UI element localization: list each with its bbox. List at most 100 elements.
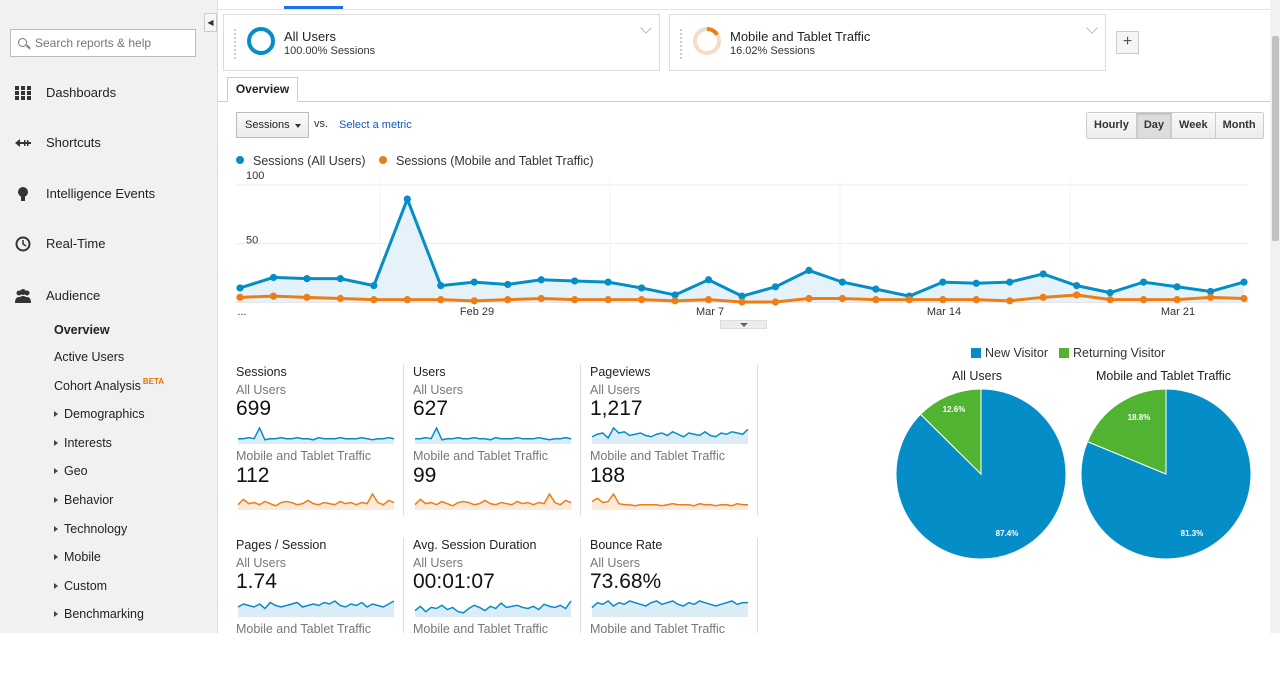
data-point[interactable]: [1140, 278, 1148, 286]
data-point[interactable]: [437, 282, 445, 290]
data-point[interactable]: [671, 291, 679, 299]
sidebar-item-real-time[interactable]: Real-Time: [0, 229, 218, 259]
data-point[interactable]: [303, 275, 311, 283]
chevron-down-icon[interactable]: [640, 22, 652, 34]
data-point[interactable]: [1240, 294, 1248, 303]
data-point[interactable]: [1173, 296, 1181, 304]
segment-card-all-users[interactable]: All Users 100.00% Sessions: [223, 14, 660, 71]
data-point[interactable]: [671, 297, 679, 305]
sidebar-item-audience[interactable]: Audience: [0, 281, 218, 311]
scrollbar[interactable]: [1270, 0, 1280, 633]
data-point[interactable]: [704, 296, 713, 304]
data-point[interactable]: [537, 276, 545, 284]
data-point[interactable]: [604, 278, 612, 286]
sidebar-subitem-custom[interactable]: Custom: [54, 579, 107, 593]
search-input[interactable]: [10, 29, 196, 57]
data-point[interactable]: [1240, 278, 1248, 286]
data-point[interactable]: [236, 293, 244, 301]
data-point[interactable]: [738, 292, 746, 300]
add-segment-button[interactable]: +: [1116, 31, 1139, 54]
month-button[interactable]: Month: [1214, 113, 1263, 138]
scrollbar-thumb[interactable]: [1272, 36, 1279, 241]
data-point[interactable]: [1006, 297, 1014, 305]
sidebar-subitem-active-users[interactable]: Active Users: [54, 350, 124, 364]
data-point[interactable]: [638, 284, 646, 292]
data-point[interactable]: [1106, 296, 1114, 304]
hourly-button[interactable]: Hourly: [1087, 113, 1136, 138]
data-point[interactable]: [1140, 296, 1148, 304]
data-point[interactable]: [370, 282, 378, 290]
drag-handle[interactable]: [234, 29, 236, 59]
data-point[interactable]: [872, 296, 880, 304]
metric-tile-sessions[interactable]: Sessions All Users 699 Mobile and Tablet Tr…: [236, 365, 396, 510]
data-point[interactable]: [638, 296, 646, 304]
data-point[interactable]: [269, 273, 278, 282]
metric-select[interactable]: Sessions: [236, 112, 309, 138]
metric-tile-bounce-rate[interactable]: Bounce Rate All Users 73.68% Mobile and Tab…: [590, 538, 750, 678]
data-point[interactable]: [972, 279, 980, 287]
data-point[interactable]: [537, 294, 545, 303]
data-point[interactable]: [972, 296, 980, 304]
data-point[interactable]: [470, 278, 478, 286]
data-point[interactable]: [805, 266, 813, 275]
data-point[interactable]: [939, 296, 947, 304]
sidebar-item-shortcuts[interactable]: Shortcuts: [0, 128, 218, 158]
data-point[interactable]: [504, 280, 512, 289]
sidebar-subitem-cohort-analysis[interactable]: Cohort Analysis BETA: [54, 377, 164, 393]
week-button[interactable]: Week: [1171, 113, 1215, 138]
chart-collapse-toggle[interactable]: [720, 320, 767, 329]
sidebar-subitem-technology[interactable]: Technology: [54, 522, 127, 536]
data-point[interactable]: [805, 294, 813, 303]
data-point[interactable]: [604, 296, 612, 304]
pie-slice-returning-visitor[interactable]: [919, 388, 982, 476]
drag-handle[interactable]: [680, 29, 682, 59]
data-point[interactable]: [771, 283, 780, 291]
data-point[interactable]: [939, 278, 947, 286]
data-point[interactable]: [336, 275, 344, 283]
data-point[interactable]: [1006, 278, 1014, 286]
sidebar-subitem-geo[interactable]: Geo: [54, 464, 88, 478]
data-point[interactable]: [504, 296, 512, 304]
data-point[interactable]: [370, 296, 378, 304]
data-point[interactable]: [1073, 291, 1081, 299]
data-point[interactable]: [838, 294, 847, 303]
data-point[interactable]: [269, 292, 278, 300]
sidebar-subitem-interests[interactable]: Interests: [54, 436, 112, 450]
tab-overview[interactable]: Overview: [227, 77, 298, 102]
segment-card-mobile-tablet[interactable]: Mobile and Tablet Traffic 16.02% Session…: [669, 14, 1106, 71]
data-point[interactable]: [1039, 270, 1047, 278]
data-point[interactable]: [838, 278, 847, 286]
data-point[interactable]: [905, 296, 913, 304]
day-button[interactable]: Day: [1135, 113, 1172, 138]
data-point[interactable]: [1039, 293, 1047, 301]
data-point[interactable]: [704, 276, 713, 284]
select-metric-link[interactable]: Select a metric: [339, 119, 412, 131]
data-point[interactable]: [437, 296, 445, 304]
data-point[interactable]: [1206, 287, 1215, 296]
metric-tile-pages-session[interactable]: Pages / Session All Users 1.74 Mobile and T…: [236, 538, 396, 678]
sidebar-subitem-mobile[interactable]: Mobile: [54, 550, 101, 564]
data-point[interactable]: [403, 296, 411, 304]
chevron-down-icon[interactable]: [1086, 22, 1098, 34]
sidebar-subitem-behavior[interactable]: Behavior: [54, 493, 113, 507]
data-point[interactable]: [571, 277, 579, 285]
pie-slice-returning-visitor[interactable]: [1086, 388, 1167, 475]
data-point[interactable]: [571, 296, 579, 304]
sidebar-subitem-demographics[interactable]: Demographics: [54, 407, 145, 421]
data-point[interactable]: [336, 294, 344, 303]
metric-tile-users[interactable]: Users All Users 627 Mobile and Tablet Traff…: [413, 365, 573, 510]
data-point[interactable]: [1106, 289, 1114, 297]
data-point[interactable]: [236, 284, 244, 292]
data-point[interactable]: [1073, 282, 1081, 290]
collapse-sidebar-button[interactable]: ◀: [204, 13, 217, 32]
sidebar-item-intelligence-events[interactable]: Intelligence Events: [0, 179, 218, 209]
sidebar-subitem-overview[interactable]: Overview: [54, 323, 110, 337]
data-point[interactable]: [403, 195, 411, 203]
metric-tile-avg-session-duration[interactable]: Avg. Session Duration All Users 00:01:07 Mo…: [413, 538, 573, 678]
data-point[interactable]: [1206, 293, 1215, 301]
data-point[interactable]: [470, 297, 478, 305]
data-point[interactable]: [1173, 283, 1181, 291]
data-point[interactable]: [303, 293, 311, 301]
sidebar-item-dashboards[interactable]: Dashboards: [0, 78, 218, 108]
data-point[interactable]: [771, 298, 780, 306]
